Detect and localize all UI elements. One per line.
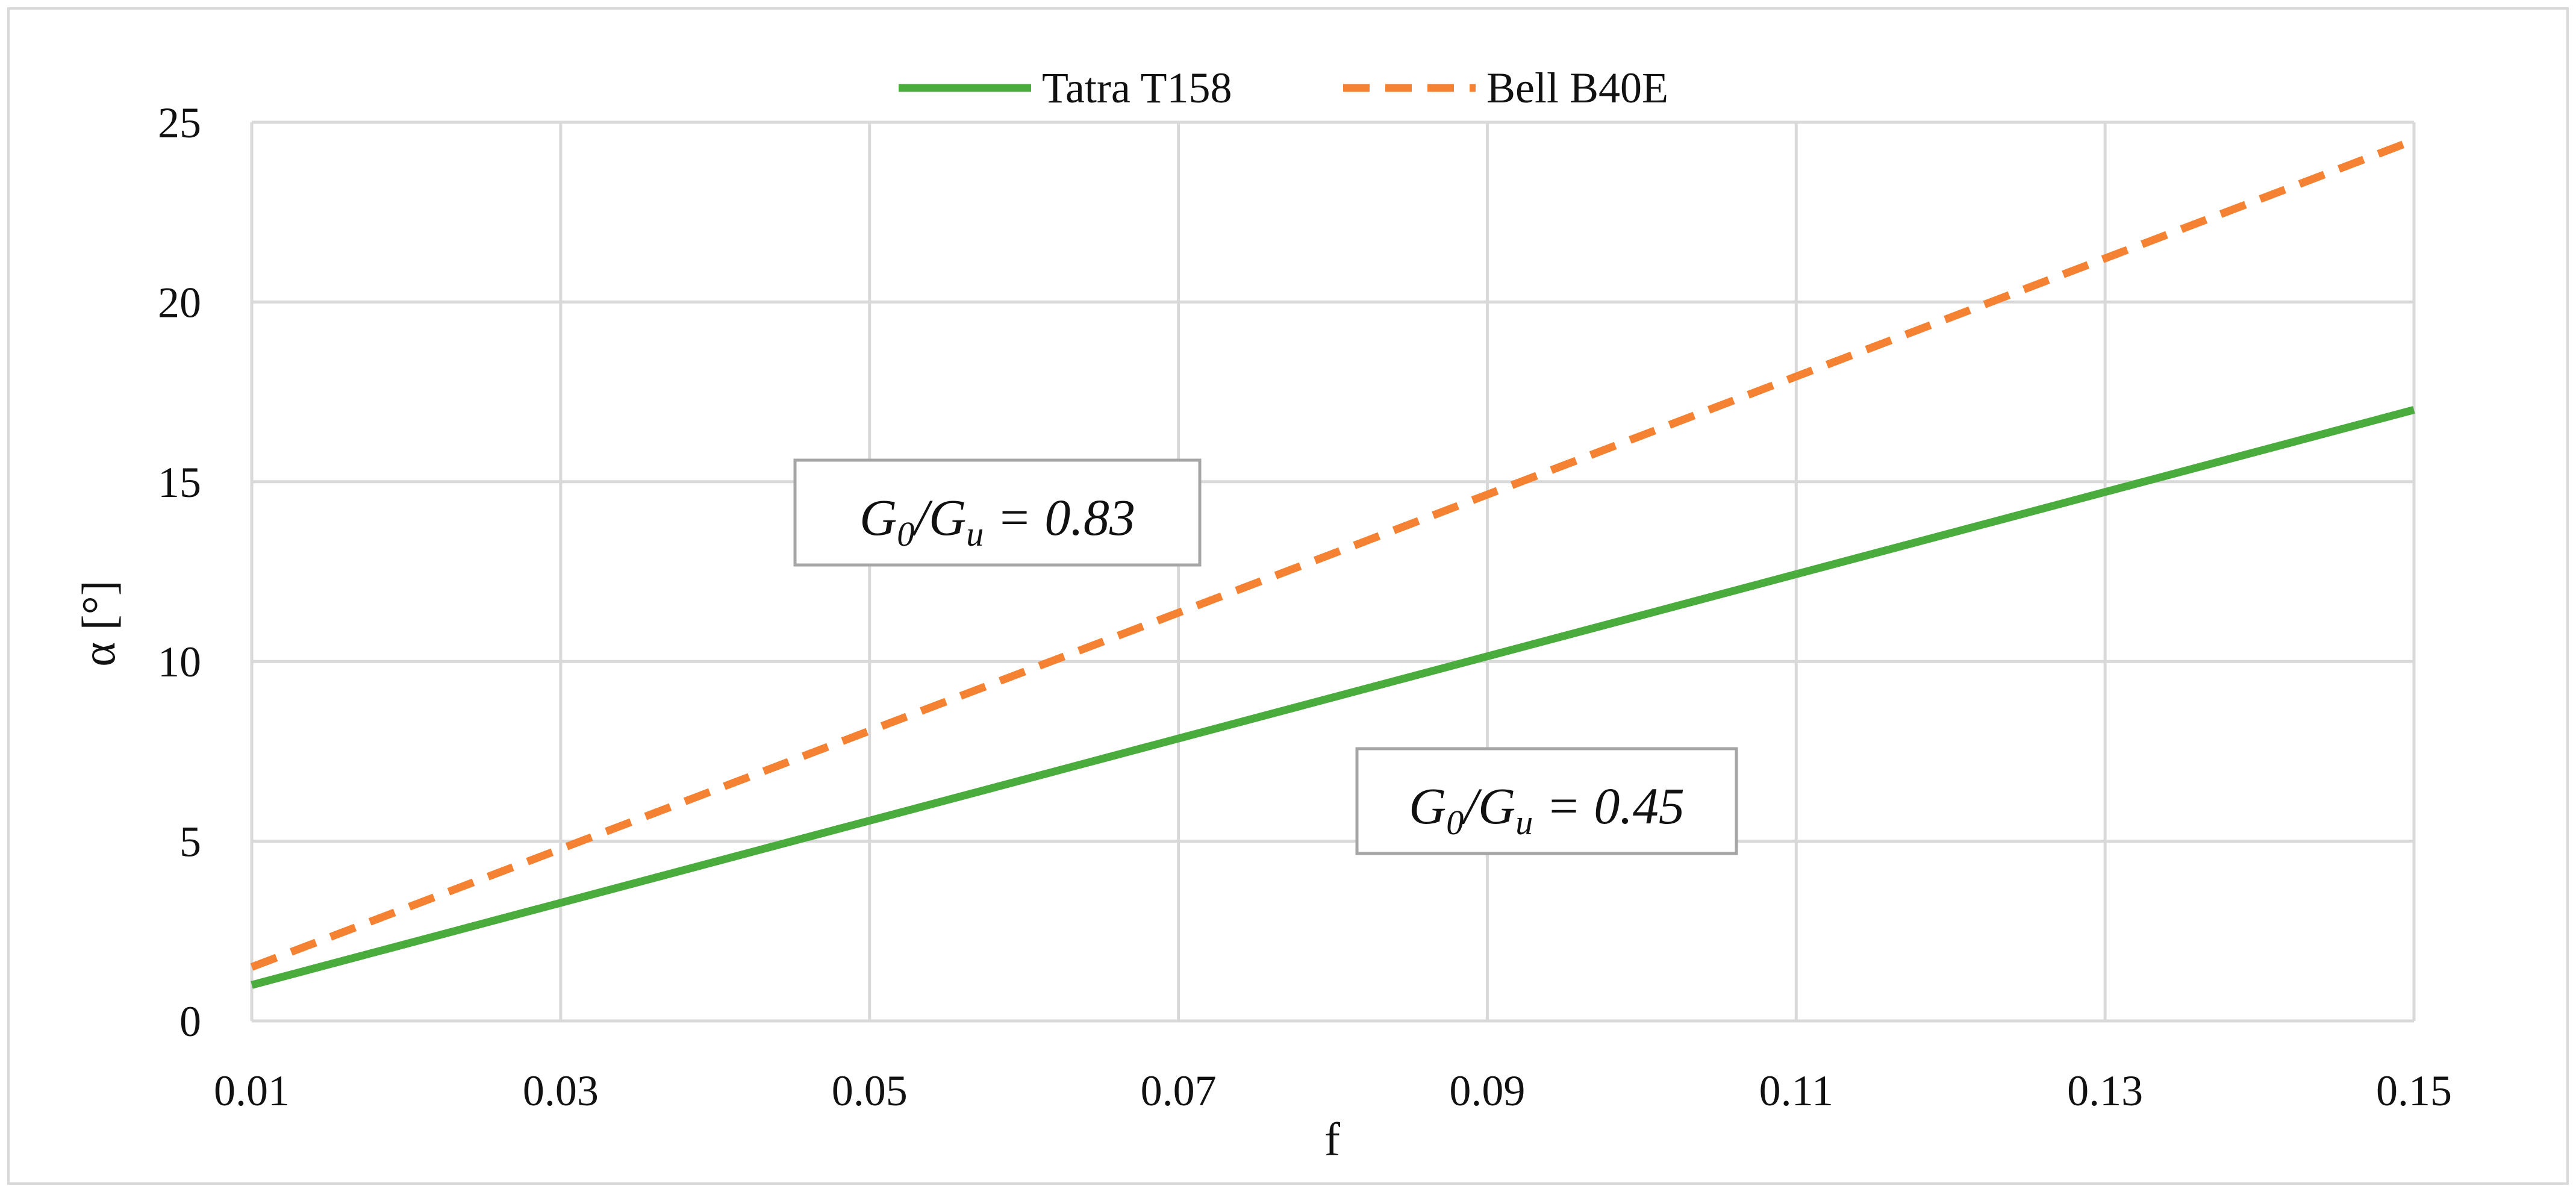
y-tick-label: 0 <box>179 997 201 1046</box>
legend-label-bell-b40e: Bell B40E <box>1486 64 1668 112</box>
series-line-tatra-t158 <box>251 406 2415 989</box>
y-tick-label: 5 <box>179 818 201 866</box>
y-tick-label: 15 <box>158 458 201 507</box>
legend-label-tatra-t158: Tatra T158 <box>1042 64 1232 112</box>
x-tick-label: 0.05 <box>832 1067 908 1115</box>
annotation-tatra-text: G0/Gu = 0.45 <box>1409 777 1685 842</box>
annotation-tatra-box <box>1355 747 1738 855</box>
annotation-tatra-ratio: G0/Gu = 0.45 <box>1355 747 1738 855</box>
x-axis-title: f <box>1324 1113 1340 1165</box>
series-line-bell-b40e <box>250 136 2416 971</box>
annotation-bell-text: G0/Gu = 0.83 <box>859 488 1135 554</box>
x-tick-labels: 0.01 0.03 0.05 0.07 0.09 0.11 0.13 0.15 <box>214 1067 2452 1115</box>
x-tick-label: 0.01 <box>214 1067 290 1115</box>
chart-area-border <box>7 7 2569 1185</box>
x-tick-label: 0.09 <box>1449 1067 1525 1115</box>
x-tick-label: 0.07 <box>1141 1067 1217 1115</box>
annotation-bell-box <box>793 458 1202 567</box>
y-tick-label: 10 <box>158 638 201 686</box>
y-tick-labels: 0 5 10 15 20 25 <box>158 99 201 1046</box>
y-tick-label: 25 <box>158 99 201 147</box>
series-layer <box>250 136 2416 989</box>
annotation-bell-ratio: G0/Gu = 0.83 <box>793 458 1202 567</box>
x-tick-label: 0.13 <box>2067 1067 2143 1115</box>
x-tick-label: 0.03 <box>523 1067 599 1115</box>
y-tick-label: 20 <box>158 278 201 326</box>
y-axis-title: α [°] <box>72 580 125 667</box>
horizontal-gridlines <box>252 120 2414 1023</box>
legend: Tatra T158 Bell B40E <box>899 64 1668 112</box>
x-tick-label: 0.15 <box>2376 1067 2452 1115</box>
x-tick-label: 0.11 <box>1759 1067 1833 1115</box>
